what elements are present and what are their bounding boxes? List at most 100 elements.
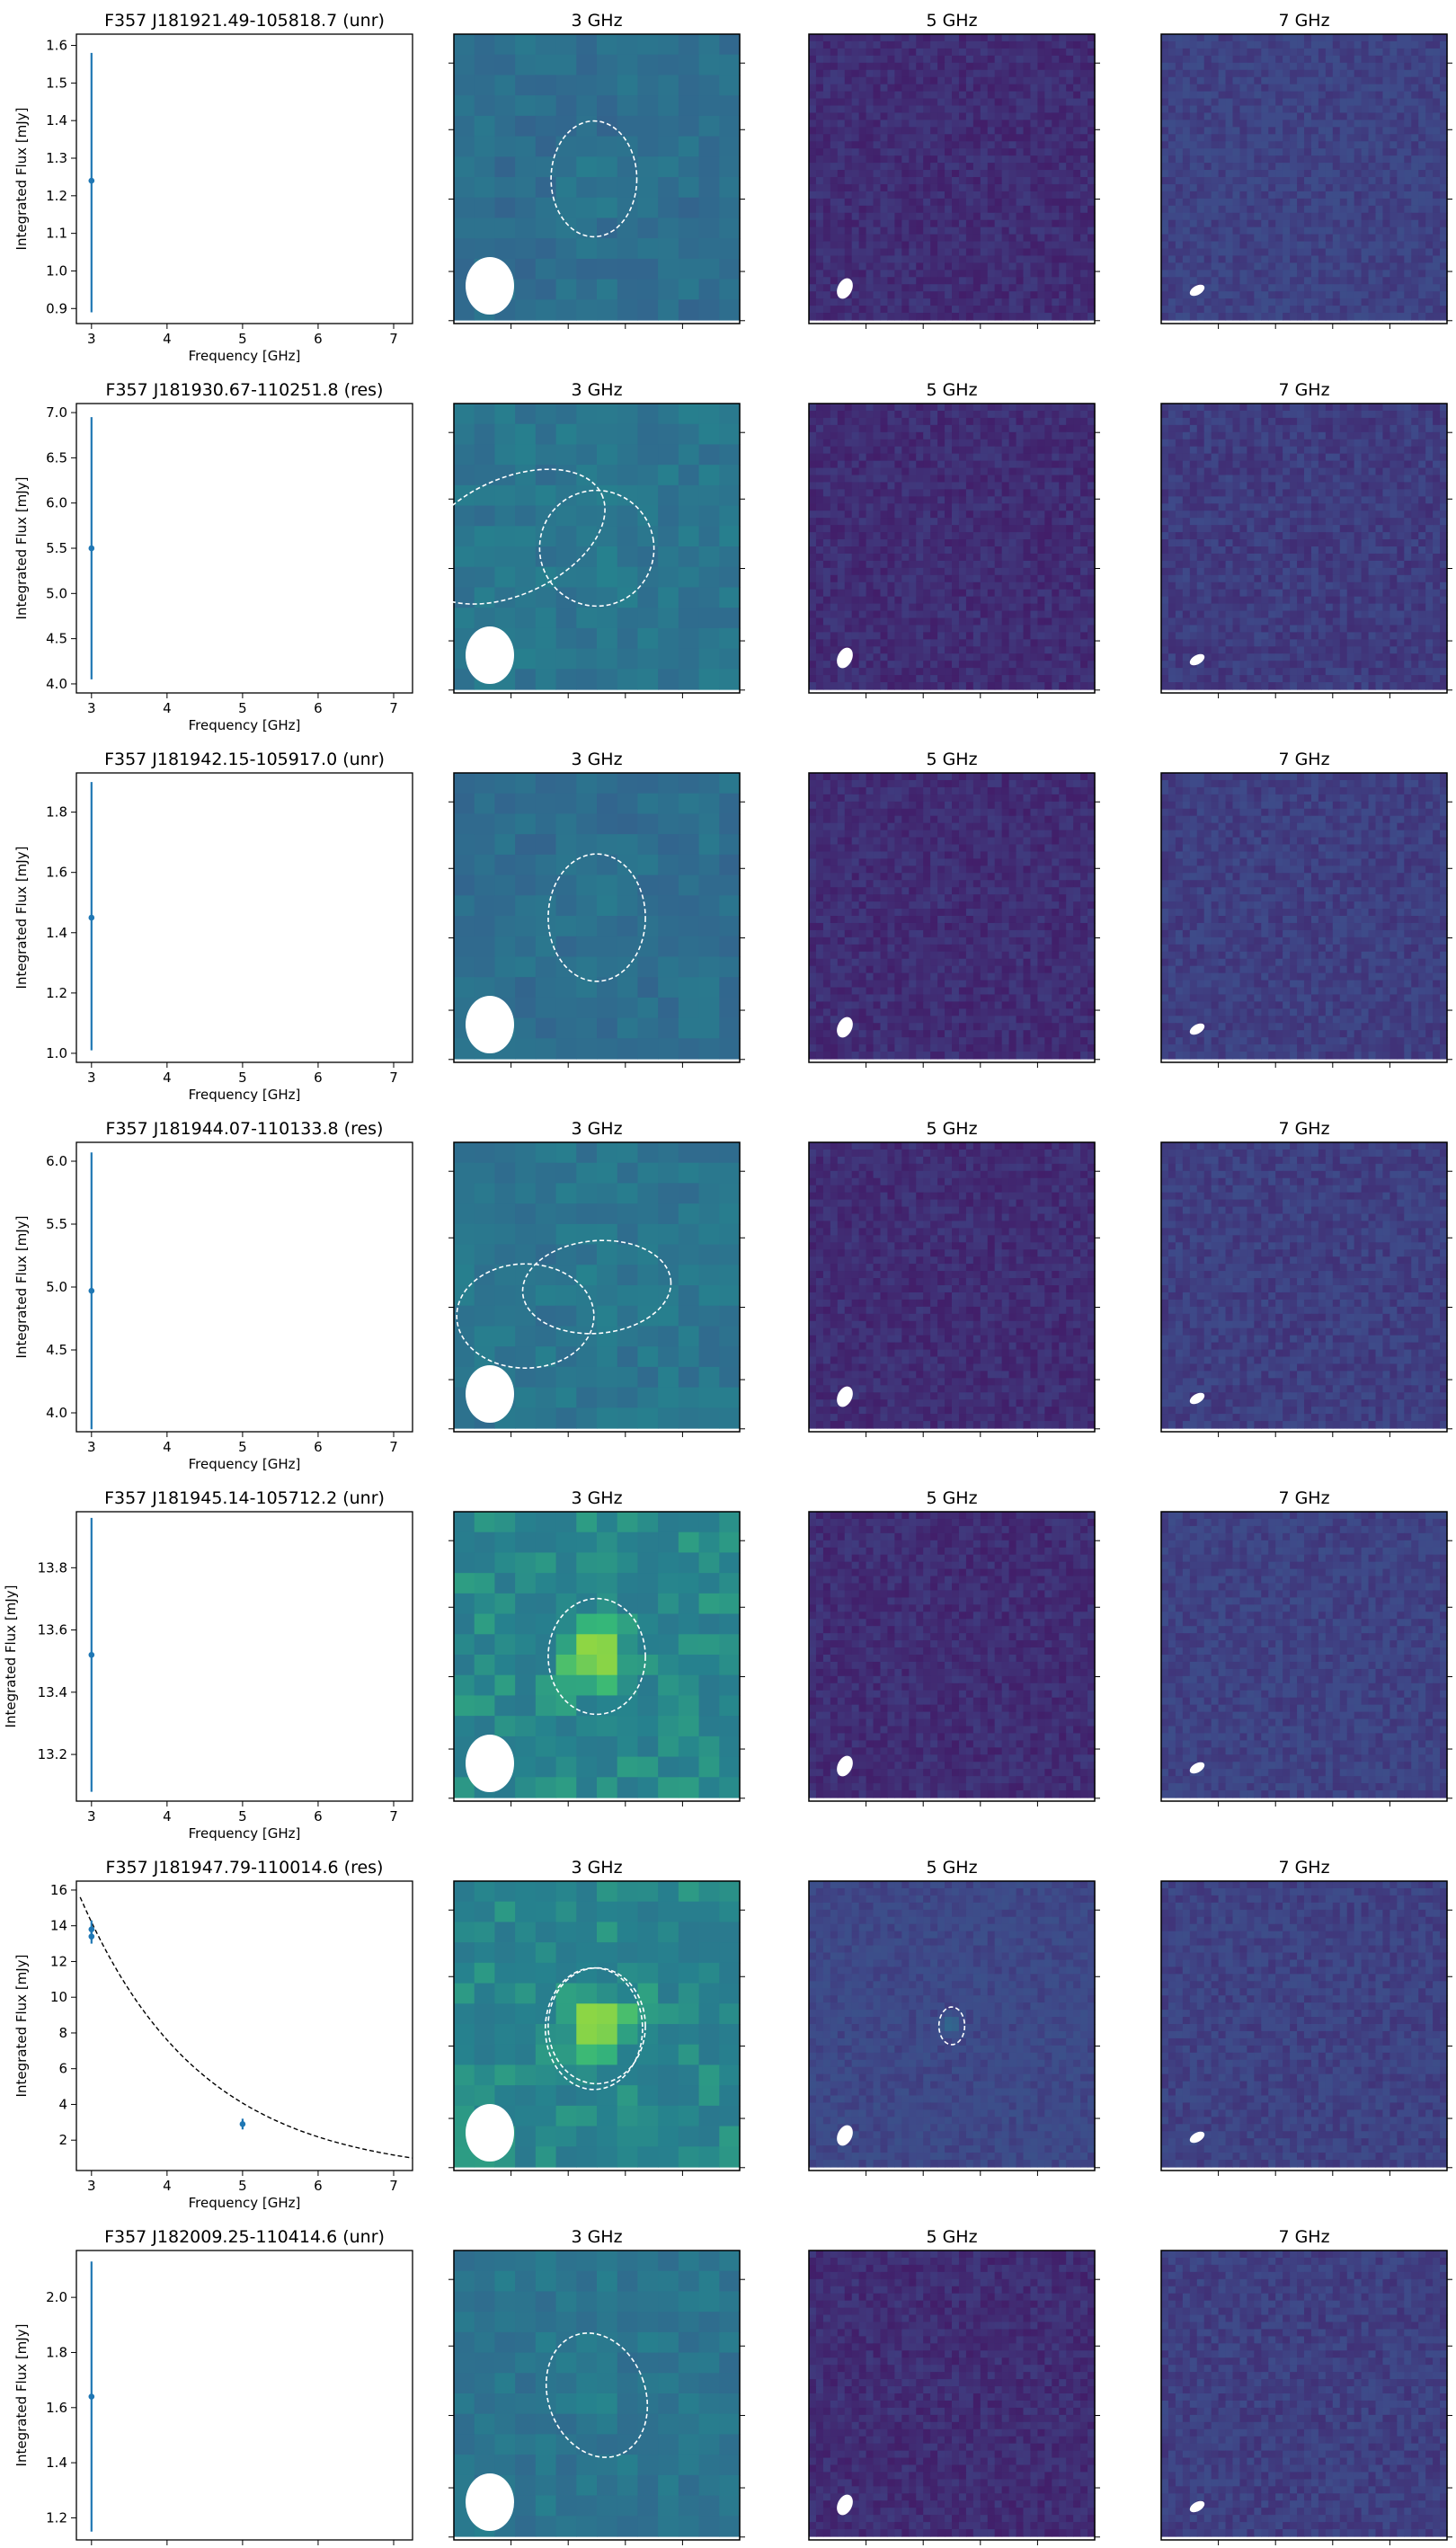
pixel <box>866 404 874 412</box>
pixel <box>1080 560 1088 569</box>
pixel <box>1016 170 1025 178</box>
pixel <box>952 467 960 476</box>
pixel <box>1066 112 1074 120</box>
pixel <box>1325 120 1334 128</box>
pixel <box>916 127 924 135</box>
pixel <box>894 532 902 540</box>
pixel <box>1239 40 1247 49</box>
pixel <box>1268 191 1276 200</box>
pixel <box>958 134 967 142</box>
pixel <box>965 291 974 299</box>
pixel <box>923 163 931 171</box>
pixel <box>958 148 967 156</box>
pixel <box>844 248 853 257</box>
pixel <box>822 532 831 540</box>
pixel <box>1182 141 1191 149</box>
pixel <box>1196 105 1205 114</box>
pixel <box>815 98 824 107</box>
pixel <box>937 446 946 455</box>
pixel <box>1030 431 1038 440</box>
pixel <box>887 234 895 243</box>
y-tick-label: 1.2 <box>46 188 67 204</box>
pixel <box>1073 48 1081 57</box>
pixel <box>1182 284 1191 292</box>
pixel <box>866 183 874 192</box>
pixel <box>1354 306 1363 314</box>
image-panel-3ghz: 3 GHz <box>416 380 745 698</box>
pixel <box>698 238 720 260</box>
pixel <box>1037 532 1045 540</box>
pixel <box>1218 191 1227 200</box>
pixel <box>937 163 946 171</box>
pixel <box>1044 183 1052 192</box>
pixel <box>844 55 853 64</box>
pixel <box>1310 248 1319 257</box>
pixel <box>972 467 981 476</box>
pixel <box>830 141 839 149</box>
pixel <box>1354 98 1363 107</box>
pixel <box>844 270 853 278</box>
pixel <box>617 608 639 629</box>
pixel <box>994 163 1003 171</box>
pixel <box>1203 76 1212 85</box>
pixel <box>809 453 817 462</box>
pixel <box>1232 155 1241 164</box>
pixel <box>1275 198 1283 207</box>
pixel <box>1418 298 1426 306</box>
pixel <box>1247 120 1255 128</box>
beam-ellipse <box>837 278 853 299</box>
pixel <box>1196 155 1205 164</box>
pixel <box>1059 205 1067 214</box>
pixel <box>535 197 557 219</box>
pixel <box>916 91 924 100</box>
pixel <box>1325 191 1334 200</box>
pixel <box>894 40 902 49</box>
pixel <box>916 404 924 412</box>
pixel <box>1332 241 1341 250</box>
pixel <box>1397 177 1405 185</box>
pixel <box>719 627 741 650</box>
pixel <box>1016 248 1025 257</box>
pixel <box>923 170 931 178</box>
pixel <box>1425 76 1434 85</box>
pixel <box>1411 127 1419 135</box>
pixel <box>851 69 860 78</box>
pixel <box>1016 148 1025 156</box>
pixel <box>1425 105 1434 114</box>
pixel <box>837 404 846 412</box>
pixel <box>901 404 910 412</box>
pixel <box>515 505 537 527</box>
pixel <box>873 191 882 200</box>
pixel <box>1411 105 1419 114</box>
pixel <box>1411 55 1419 64</box>
pixel <box>1404 34 1412 42</box>
pixel <box>830 198 839 207</box>
pixel <box>1275 191 1283 200</box>
pixel <box>1354 163 1363 171</box>
pixel <box>1332 313 1341 321</box>
pixel <box>1318 127 1327 135</box>
pixel <box>1310 69 1319 78</box>
pixel <box>637 648 659 670</box>
pixel <box>844 134 853 142</box>
pixel <box>1361 313 1370 321</box>
pixel <box>858 262 867 271</box>
pixel <box>1059 34 1067 42</box>
pixel <box>880 489 889 497</box>
pixel <box>1239 127 1247 135</box>
pixel <box>1411 84 1419 93</box>
pixel <box>952 98 960 107</box>
pixel <box>1332 262 1341 271</box>
pixel <box>822 212 831 221</box>
pixel <box>909 191 917 200</box>
pixel <box>1425 241 1434 250</box>
pixel <box>1161 191 1169 200</box>
pixel <box>822 574 831 583</box>
pixel <box>576 279 598 300</box>
pixel <box>952 539 960 547</box>
pixel <box>930 40 938 49</box>
pixel <box>887 410 895 419</box>
pixel <box>972 277 981 285</box>
pixel <box>719 608 741 629</box>
pixel <box>901 55 910 64</box>
